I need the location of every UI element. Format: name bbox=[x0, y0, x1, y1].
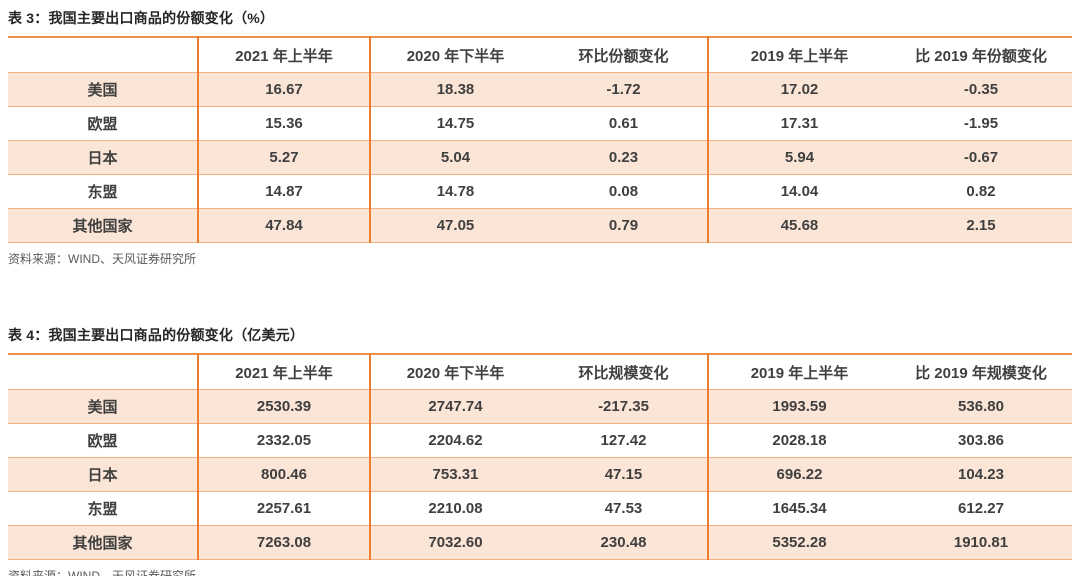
row-label: 欧盟 bbox=[8, 423, 199, 458]
row-label: 其他国家 bbox=[8, 208, 199, 243]
column-header-2019h1: 2019 年上半年 bbox=[708, 37, 890, 73]
table-row-eu: 欧盟 15.36 14.75 0.61 17.31 -1.95 bbox=[8, 106, 1072, 141]
cell-value: 0.61 bbox=[540, 106, 709, 141]
cell-value: 536.80 bbox=[890, 389, 1072, 424]
cell-value: 696.22 bbox=[708, 457, 890, 492]
cell-value: 47.84 bbox=[198, 208, 371, 243]
source-note: 资料来源：WIND、天风证券研究所 bbox=[8, 569, 196, 576]
cell-value: 230.48 bbox=[540, 525, 709, 560]
cell-value: 7263.08 bbox=[198, 525, 371, 560]
column-header-blank bbox=[8, 354, 199, 390]
row-label: 东盟 bbox=[8, 174, 199, 209]
cell-value: 0.23 bbox=[540, 140, 709, 175]
row-label: 美国 bbox=[8, 72, 199, 107]
table-row-usa: 美国 16.67 18.38 -1.72 17.02 -0.35 bbox=[8, 72, 1072, 107]
table3-share-change-percent: 2021 年上半年 2020 年下半年 环比份额变化 2019 年上半年 比 2… bbox=[8, 36, 1072, 243]
table4-title: 表 4：我国主要出口商品的份额变化（亿美元） bbox=[8, 327, 305, 343]
cell-value: 14.75 bbox=[370, 106, 540, 141]
table3-header-row: 2021 年上半年 2020 年下半年 环比份额变化 2019 年上半年 比 2… bbox=[8, 37, 1072, 73]
column-header-blank bbox=[8, 37, 199, 73]
cell-value: 2204.62 bbox=[370, 423, 540, 458]
cell-value: 104.23 bbox=[890, 457, 1072, 492]
cell-value: 47.05 bbox=[370, 208, 540, 243]
row-label: 东盟 bbox=[8, 491, 199, 526]
cell-value: 1993.59 bbox=[708, 389, 890, 424]
cell-value: -1.95 bbox=[890, 106, 1072, 141]
cell-value: 14.04 bbox=[708, 174, 890, 209]
source-note: 资料来源：WIND、天风证券研究所 bbox=[8, 252, 196, 266]
cell-value: 45.68 bbox=[708, 208, 890, 243]
table-row-japan: 日本 5.27 5.04 0.23 5.94 -0.67 bbox=[8, 140, 1072, 175]
cell-value: 2257.61 bbox=[198, 491, 371, 526]
cell-value: -217.35 bbox=[540, 389, 709, 424]
cell-value: 1910.81 bbox=[890, 525, 1072, 560]
row-label: 日本 bbox=[8, 140, 199, 175]
cell-value: 0.82 bbox=[890, 174, 1072, 209]
cell-value: 14.78 bbox=[370, 174, 540, 209]
cell-value: 5352.28 bbox=[708, 525, 890, 560]
cell-value: 0.08 bbox=[540, 174, 709, 209]
table-row-asean: 东盟 2257.61 2210.08 47.53 1645.34 612.27 bbox=[8, 491, 1072, 526]
row-label: 日本 bbox=[8, 457, 199, 492]
column-header-2021h1: 2021 年上半年 bbox=[198, 37, 371, 73]
cell-value: 2.15 bbox=[890, 208, 1072, 243]
table4-header-row: 2021 年上半年 2020 年下半年 环比规模变化 2019 年上半年 比 2… bbox=[8, 354, 1072, 390]
cell-value: 753.31 bbox=[370, 457, 540, 492]
column-header-mom-share-change: 环比份额变化 bbox=[540, 37, 709, 73]
table-row-eu: 欧盟 2332.05 2204.62 127.42 2028.18 303.86 bbox=[8, 423, 1072, 458]
cell-value: 2332.05 bbox=[198, 423, 371, 458]
cell-value: -1.72 bbox=[540, 72, 709, 107]
column-header-vs2019-scale-change: 比 2019 年规模变化 bbox=[890, 354, 1072, 390]
cell-value: 14.87 bbox=[198, 174, 371, 209]
cell-value: 47.15 bbox=[540, 457, 709, 492]
row-label: 欧盟 bbox=[8, 106, 199, 141]
cell-value: 1645.34 bbox=[708, 491, 890, 526]
cell-value: 2028.18 bbox=[708, 423, 890, 458]
column-header-2019h1: 2019 年上半年 bbox=[708, 354, 890, 390]
table-row-usa: 美国 2530.39 2747.74 -217.35 1993.59 536.8… bbox=[8, 389, 1072, 424]
table4-scale-change-usd: 2021 年上半年 2020 年下半年 环比规模变化 2019 年上半年 比 2… bbox=[8, 353, 1072, 560]
cell-value: 17.31 bbox=[708, 106, 890, 141]
cell-value: 2747.74 bbox=[370, 389, 540, 424]
table3-title: 表 3：我国主要出口商品的份额变化（%） bbox=[8, 10, 275, 26]
column-header-2020h2: 2020 年下半年 bbox=[370, 37, 540, 73]
cell-value: 47.53 bbox=[540, 491, 709, 526]
cell-value: 5.27 bbox=[198, 140, 371, 175]
row-label: 美国 bbox=[8, 389, 199, 424]
cell-value: 16.67 bbox=[198, 72, 371, 107]
cell-value: 7032.60 bbox=[370, 525, 540, 560]
cell-value: 800.46 bbox=[198, 457, 371, 492]
cell-value: 0.79 bbox=[540, 208, 709, 243]
cell-value: 15.36 bbox=[198, 106, 371, 141]
cell-value: 2530.39 bbox=[198, 389, 371, 424]
cell-value: -0.67 bbox=[890, 140, 1072, 175]
cell-value: 5.04 bbox=[370, 140, 540, 175]
column-header-mom-scale-change: 环比规模变化 bbox=[540, 354, 709, 390]
cell-value: 2210.08 bbox=[370, 491, 540, 526]
cell-value: -0.35 bbox=[890, 72, 1072, 107]
table-row-others: 其他国家 47.84 47.05 0.79 45.68 2.15 bbox=[8, 208, 1072, 243]
cell-value: 5.94 bbox=[708, 140, 890, 175]
cell-value: 612.27 bbox=[890, 491, 1072, 526]
column-header-vs2019-share-change: 比 2019 年份额变化 bbox=[890, 37, 1072, 73]
table-row-others: 其他国家 7263.08 7032.60 230.48 5352.28 1910… bbox=[8, 525, 1072, 560]
row-label: 其他国家 bbox=[8, 525, 199, 560]
table-row-asean: 东盟 14.87 14.78 0.08 14.04 0.82 bbox=[8, 174, 1072, 209]
cell-value: 17.02 bbox=[708, 72, 890, 107]
column-header-2020h2: 2020 年下半年 bbox=[370, 354, 540, 390]
cell-value: 127.42 bbox=[540, 423, 709, 458]
cell-value: 18.38 bbox=[370, 72, 540, 107]
column-header-2021h1: 2021 年上半年 bbox=[198, 354, 371, 390]
table-row-japan: 日本 800.46 753.31 47.15 696.22 104.23 bbox=[8, 457, 1072, 492]
cell-value: 303.86 bbox=[890, 423, 1072, 458]
